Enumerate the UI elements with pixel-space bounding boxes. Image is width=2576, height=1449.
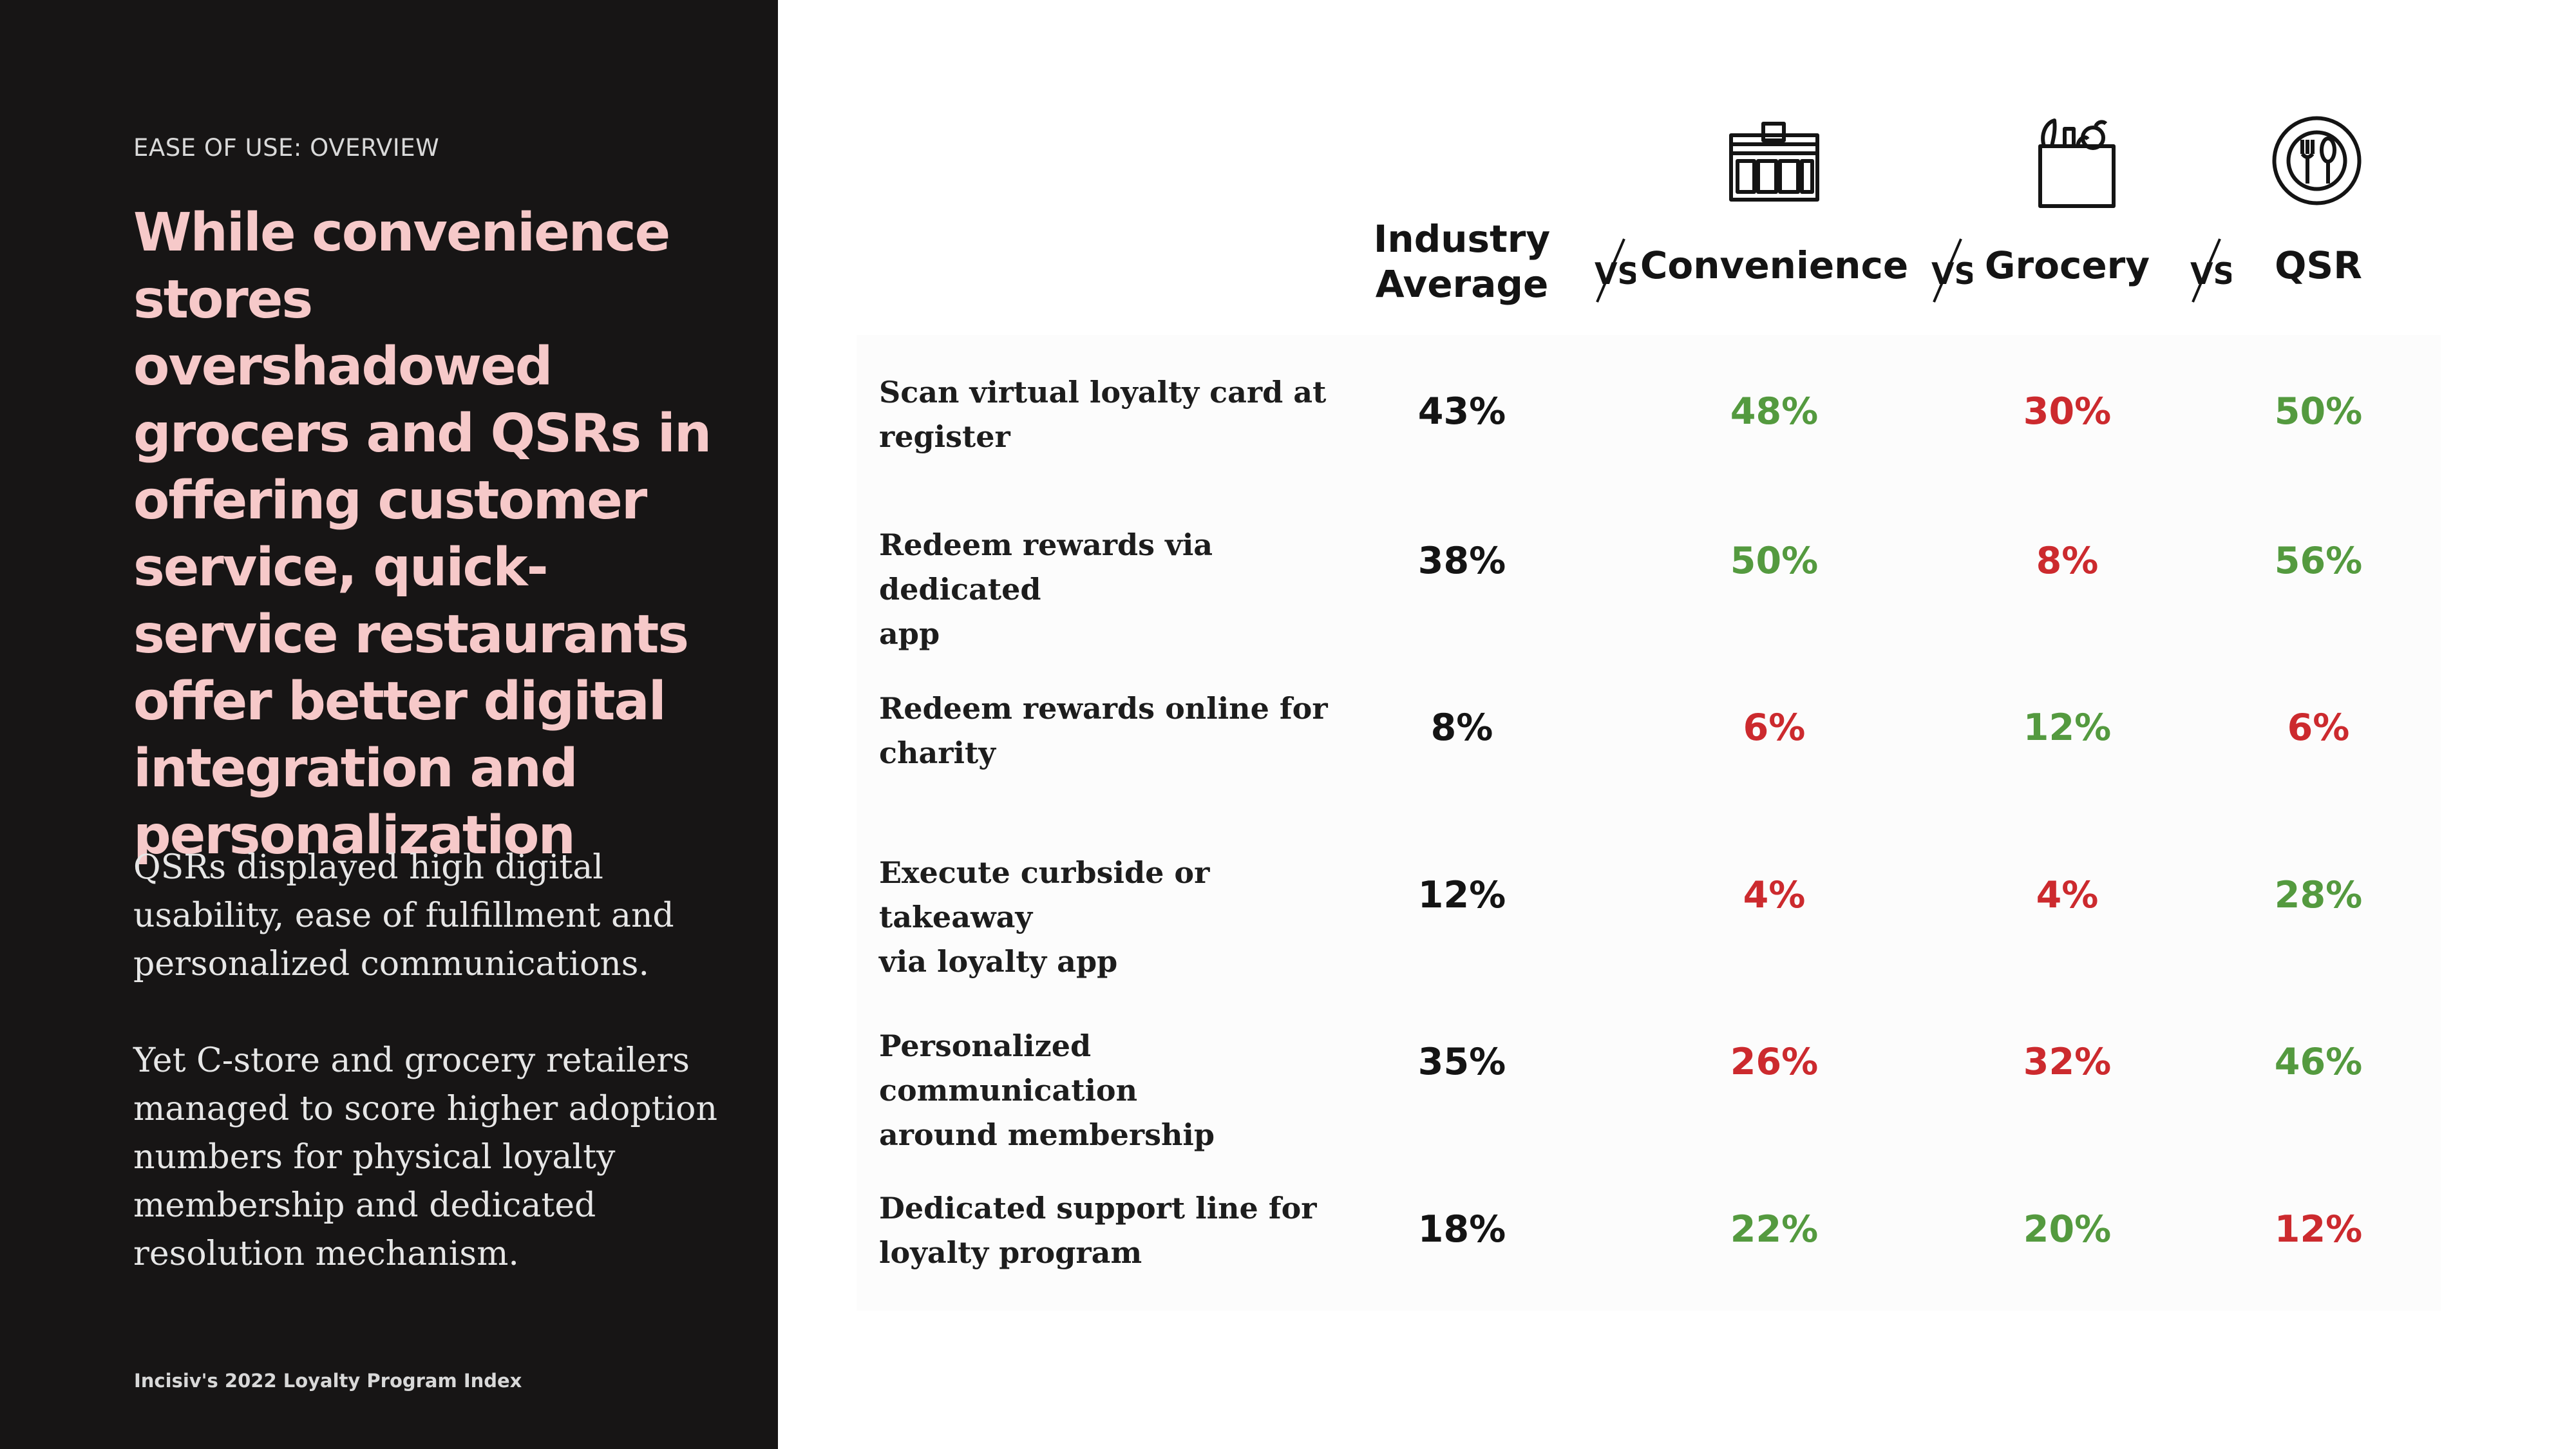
headline-line: offering customer <box>133 470 647 531</box>
headline-line: grocers and QSRs in <box>133 403 712 464</box>
row-label-line: Personalized communication <box>879 1028 1138 1108</box>
column-header-convenience: Convenience <box>1640 243 1909 287</box>
row-label-personalized-communication: Personalized communication around member… <box>879 1024 1343 1157</box>
row-label-line: app <box>879 616 940 651</box>
value-cell: 32% <box>2023 1041 2112 1083</box>
row-label-redeem-via-app: Redeem rewards via dedicated app <box>879 523 1343 656</box>
value-cell: 30% <box>2023 390 2112 433</box>
summary-paragraph-1: QSRs displayed high digital usability, e… <box>133 844 732 989</box>
versus-mark: VS <box>1927 235 1976 309</box>
value-cell: 12% <box>1417 874 1506 916</box>
comparison-table-area <box>857 335 2441 1311</box>
value-cell: 4% <box>2036 874 2099 916</box>
svg-text:VS: VS <box>1931 256 1973 291</box>
versus-mark: VS <box>2186 235 2235 309</box>
row-label-line: Dedicated support line for <box>879 1191 1317 1226</box>
svg-text:VS: VS <box>2190 256 2231 291</box>
paragraph-line: managed to score higher adoption <box>133 1090 717 1128</box>
paragraph-line: usability, ease of fulfillment and <box>133 896 674 935</box>
section-eyebrow: EASE OF USE: OVERVIEW <box>133 134 440 162</box>
row-label-line: around membership <box>879 1117 1215 1152</box>
versus-mark: VS <box>1591 235 1639 309</box>
row-label-line: register <box>879 419 1010 454</box>
value-cell: 38% <box>1417 540 1506 582</box>
paragraph-line: numbers for physical loyalty <box>133 1138 616 1177</box>
value-cell: 18% <box>1417 1208 1506 1251</box>
grocery-bag-icon <box>2038 118 2116 208</box>
paragraph-line: resolution mechanism. <box>133 1235 519 1273</box>
value-cell: 6% <box>1743 706 1806 749</box>
paragraph-line: QSRs displayed high digital <box>133 848 603 887</box>
column-header-qsr: QSR <box>2275 243 2362 287</box>
headline-line: integration and <box>133 738 578 799</box>
value-cell: 12% <box>2274 1208 2363 1251</box>
headline-line: While convenience <box>133 202 670 263</box>
value-cell: 50% <box>2274 390 2363 433</box>
row-label-line: Redeem rewards online for <box>879 691 1328 726</box>
headline-line: personalization <box>133 805 576 866</box>
headline-line: offer better digital <box>133 671 667 732</box>
row-label-support-line: Dedicated support line for loyalty progr… <box>879 1186 1343 1275</box>
headline-line: service restaurants <box>133 604 689 665</box>
value-cell: 48% <box>1730 390 1819 433</box>
value-cell: 12% <box>2023 706 2112 749</box>
value-cell: 8% <box>2036 540 2099 582</box>
column-header-line: Average <box>1375 262 1549 306</box>
row-label-line: Execute curbside or takeaway <box>879 855 1210 934</box>
value-cell: 26% <box>1730 1041 1819 1083</box>
value-cell: 8% <box>1430 706 1493 749</box>
headline-line: stores overshadowed <box>133 269 553 397</box>
paragraph-line: personalized communications. <box>133 945 649 983</box>
storefront-icon <box>1729 122 1819 202</box>
paragraph-line: Yet C-store and grocery retailers <box>133 1041 690 1080</box>
row-label-line: via loyalty app <box>879 944 1118 979</box>
value-cell: 46% <box>2274 1041 2363 1083</box>
column-header-industry-average: Industry Average <box>1346 216 1578 307</box>
value-cell: 56% <box>2274 540 2363 582</box>
summary-paragraph-2: Yet C-store and grocery retailers manage… <box>133 1037 732 1278</box>
value-cell: 6% <box>2287 706 2350 749</box>
row-label-redeem-for-charity: Redeem rewards online for charity <box>879 687 1343 775</box>
source-footnote: Incisiv's 2022 Loyalty Program Index <box>134 1370 522 1392</box>
value-cell: 22% <box>1730 1208 1819 1251</box>
value-cell: 50% <box>1730 540 1819 582</box>
value-cell: 4% <box>1743 874 1806 916</box>
headline-line: service, quick- <box>133 537 549 598</box>
row-label-scan-virtual-card: Scan virtual loyalty card at register <box>879 370 1343 459</box>
row-label-line: Scan virtual loyalty card at <box>879 375 1327 410</box>
row-label-curbside-takeaway: Execute curbside or takeaway via loyalty… <box>879 851 1343 984</box>
value-cell: 43% <box>1417 390 1506 433</box>
row-label-line: loyalty program <box>879 1235 1142 1270</box>
value-cell: 35% <box>1417 1041 1506 1083</box>
paragraph-line: membership and dedicated <box>133 1186 596 1225</box>
plate-utensils-icon <box>2272 116 2362 205</box>
value-cell: 28% <box>2274 874 2363 916</box>
page-title: While convenience stores overshadowed gr… <box>133 200 732 869</box>
value-cell: 20% <box>2023 1208 2112 1251</box>
column-header-grocery: Grocery <box>1984 243 2150 287</box>
svg-text:VS: VS <box>1595 256 1636 291</box>
left-panel: EASE OF USE: OVERVIEW While convenience … <box>0 0 778 1449</box>
row-label-line: Redeem rewards via dedicated <box>879 527 1213 607</box>
column-header-line: Industry <box>1373 217 1551 261</box>
row-label-line: charity <box>879 735 996 770</box>
